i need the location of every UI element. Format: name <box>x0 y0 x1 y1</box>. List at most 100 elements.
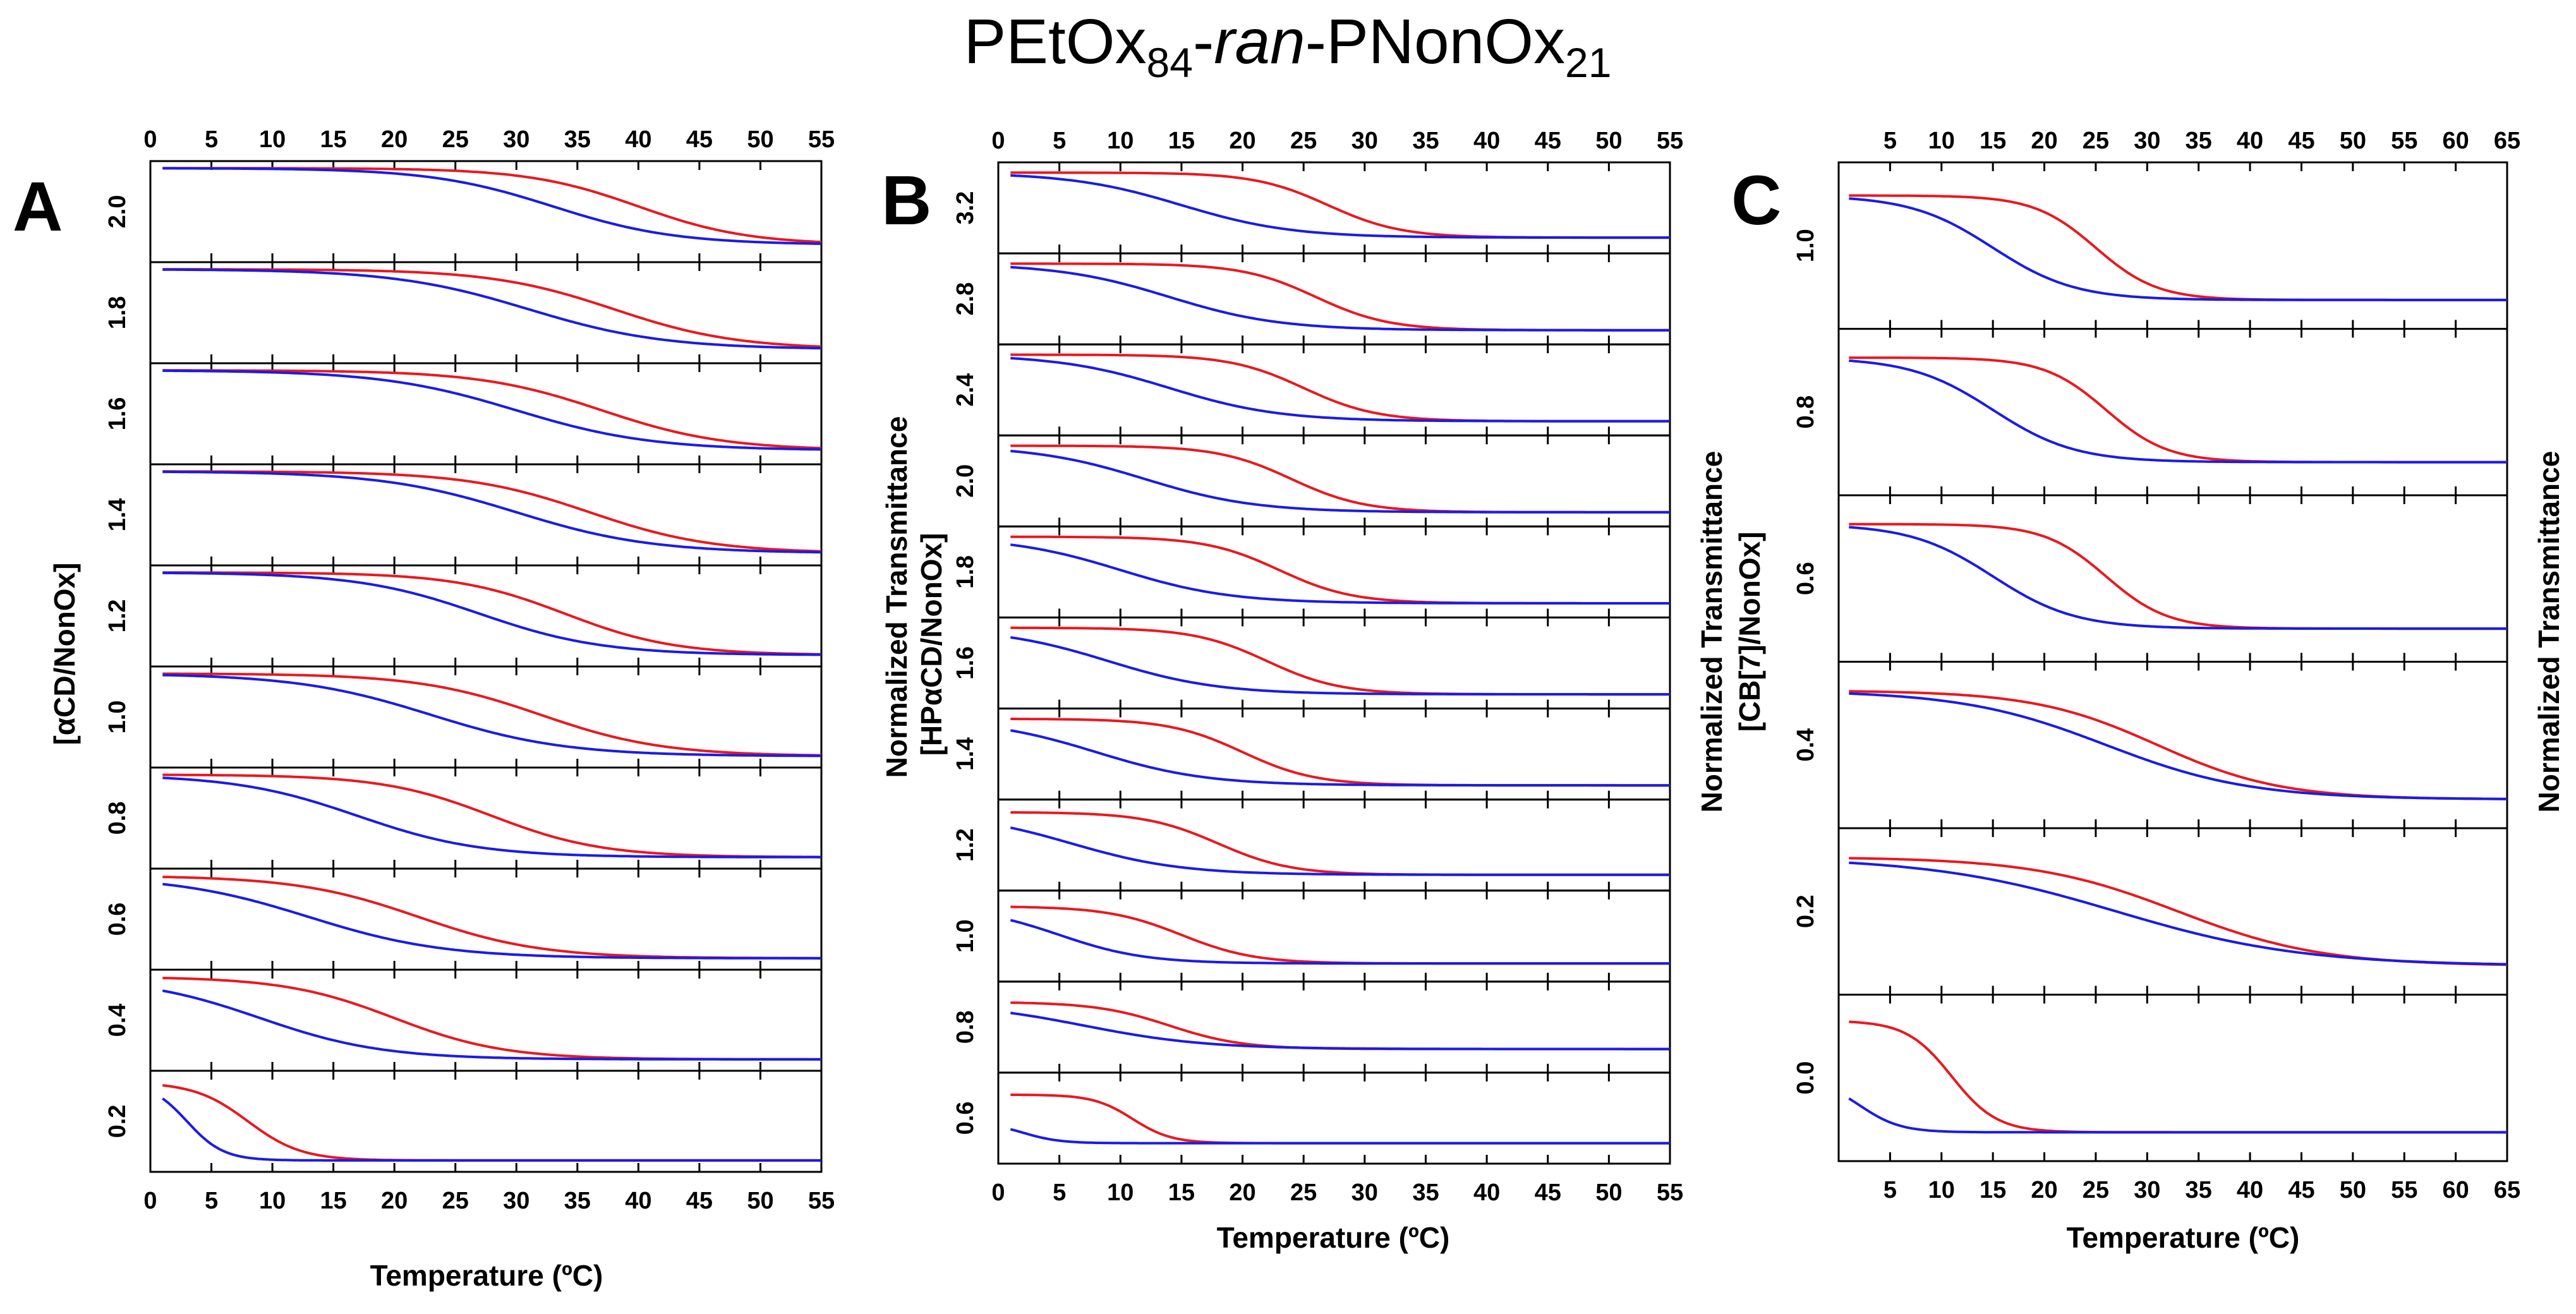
subplot-b-1.0: 1.0 <box>952 889 1671 983</box>
panel-a-top-tick-label: 20 <box>381 126 408 153</box>
subplot-frame <box>997 1071 1671 1165</box>
panel-c-top-tick-label: 45 <box>2288 128 2314 154</box>
title-italic: ran <box>1214 6 1305 77</box>
subplot-a-0.6: 0.6 <box>104 867 823 971</box>
subplot-b-1.4: 1.4 <box>952 708 1671 801</box>
panel-a-top-tick-label: 25 <box>442 126 469 153</box>
cooling-curve <box>162 673 821 757</box>
subplot-b-1.6: 1.6 <box>952 616 1671 710</box>
panel-a-bottom-tick-label: 0 <box>143 1188 157 1214</box>
subplot-a-1.6: 1.6 <box>104 362 823 466</box>
cooling-curve <box>1849 692 2507 800</box>
panel-b-bottom-tick-label: 40 <box>1473 1179 1500 1206</box>
panel-c-right-label: Normalized Transmittance <box>2532 451 2565 813</box>
subplot-c-0.8: 0.8 <box>1793 328 2508 497</box>
ratio-label: 1.4 <box>952 737 979 771</box>
subplot-b-2.8: 2.8 <box>952 252 1671 346</box>
ratio-label: 0.8 <box>1793 395 1819 429</box>
panel-c-bottom-tick-label: 65 <box>2494 1177 2520 1203</box>
ratio-label: 1.6 <box>104 397 131 431</box>
panel-b-bottom-tick-label: 35 <box>1412 1179 1439 1206</box>
panel-c-bottom-tick-label: 20 <box>2031 1177 2057 1203</box>
subplot-frame <box>149 1070 823 1173</box>
subplot-frame <box>997 889 1671 983</box>
subplot-b-1.2: 1.2 <box>952 799 1671 892</box>
ratio-label: 1.2 <box>104 600 131 633</box>
panel-b-bottom-tick-label: 25 <box>1290 1179 1317 1206</box>
ratio-label: 0.0 <box>1793 1061 1819 1095</box>
title-mid2: -PNonOx <box>1305 6 1565 77</box>
panel-c-top-tick-label: 5 <box>1884 128 1897 154</box>
panel-b-bottom-tick-label: 15 <box>1168 1179 1195 1206</box>
cooling-curve <box>1010 265 1670 332</box>
heating-curve <box>162 1084 821 1162</box>
panel-a-top-tick-label: 5 <box>205 126 218 153</box>
subplot-c-0.2: 0.2 <box>1793 827 2508 996</box>
panel-c-top-tick-label: 35 <box>2186 128 2212 154</box>
subplot-frame <box>1837 328 2508 497</box>
panel-a-top-tick-label: 15 <box>320 126 346 153</box>
heating-curve <box>1010 535 1670 605</box>
ratio-label: 3.2 <box>952 191 979 225</box>
panel-a-ylabel: [αCD/NonOx] <box>48 563 81 745</box>
heating-curve <box>1010 171 1670 239</box>
panel-a-bottom-tick-label: 40 <box>625 1188 651 1214</box>
ratio-label: 2.4 <box>952 373 979 407</box>
heating-curve <box>1849 522 2507 630</box>
ratio-label: 1.8 <box>104 296 131 330</box>
panel-b-bottom-tick-label: 55 <box>1657 1179 1683 1206</box>
panel-c-bottom-tick-label: 55 <box>2391 1177 2417 1203</box>
panel-c-top-tick-label: 40 <box>2237 128 2263 154</box>
subplot-c-1.0: 1.0 <box>1793 161 2508 330</box>
title-main: PEtOx <box>964 6 1147 77</box>
subplot-c-0.0: 0.0 <box>1793 994 2508 1162</box>
ratio-label: 1.0 <box>1793 229 1819 262</box>
subplot-b-0.8: 0.8 <box>952 980 1671 1074</box>
panel-c-bottom-tick-label: 60 <box>2442 1177 2469 1203</box>
cooling-curve <box>162 571 821 656</box>
ratio-label: 1.4 <box>104 498 131 532</box>
panel-b-right-label: Normalized Transmittance <box>1695 451 1728 813</box>
panel-b-bottom-tick-label: 0 <box>991 1179 1005 1206</box>
panel-c-top-tick-label: 60 <box>2442 128 2469 154</box>
cooling-curve <box>1010 450 1670 514</box>
subplot-c-0.6: 0.6 <box>1793 494 2508 663</box>
panel-b-top-tick-label: 10 <box>1107 128 1134 154</box>
panel-letter-b: B <box>881 162 931 239</box>
heating-curve <box>1849 690 2508 800</box>
panel-a-top-tick-label: 0 <box>143 126 157 153</box>
panel-c-bottom-tick-label: 45 <box>2288 1177 2314 1203</box>
panel-b-bottom-tick-label: 20 <box>1229 1179 1255 1206</box>
ratio-label: 1.0 <box>952 919 979 953</box>
ratio-label: 1.2 <box>952 828 979 862</box>
ratio-label: 0.4 <box>104 1004 131 1037</box>
cooling-curve <box>162 1097 821 1162</box>
subplot-b-1.8: 1.8 <box>952 525 1671 618</box>
heating-curve <box>1849 857 2508 967</box>
panel-a-top-tick-label: 10 <box>259 126 286 153</box>
subplot-a-2.0: 2.0 <box>104 160 823 263</box>
cooling-curve <box>1010 729 1670 787</box>
cooling-curve <box>1849 197 2507 301</box>
panel-c-top-tick-label: 65 <box>2494 128 2520 154</box>
panel-a-bottom-tick-label: 50 <box>747 1188 773 1214</box>
subplot-frame <box>997 799 1671 892</box>
panel-b-top-tick-label: 35 <box>1412 128 1439 154</box>
panel-b-top-tick-label: 30 <box>1351 128 1378 154</box>
panel-b-xlabel: Temperature (ºC) <box>1217 1221 1450 1254</box>
panel-c-bottom-tick-label: 40 <box>2237 1177 2263 1203</box>
heating-curve <box>1010 262 1670 332</box>
cooling-curve <box>162 167 822 245</box>
cooling-curve <box>1010 543 1670 605</box>
heating-curve <box>1010 1001 1670 1051</box>
panel-a: A [αCD/NonOx] Normalized Transmittance T… <box>13 126 913 1292</box>
ratio-label: 0.6 <box>1793 562 1819 595</box>
subplot-b-3.2: 3.2 <box>952 161 1671 255</box>
panel-b-bottom-tick-label: 5 <box>1053 1179 1066 1206</box>
heating-curve <box>162 268 822 348</box>
cooling-curve <box>162 776 821 859</box>
subplot-frame <box>1837 661 2508 829</box>
subplot-frame <box>1837 994 2508 1162</box>
subplot-frame <box>1837 827 2508 996</box>
subplot-b-2.4: 2.4 <box>952 343 1671 437</box>
